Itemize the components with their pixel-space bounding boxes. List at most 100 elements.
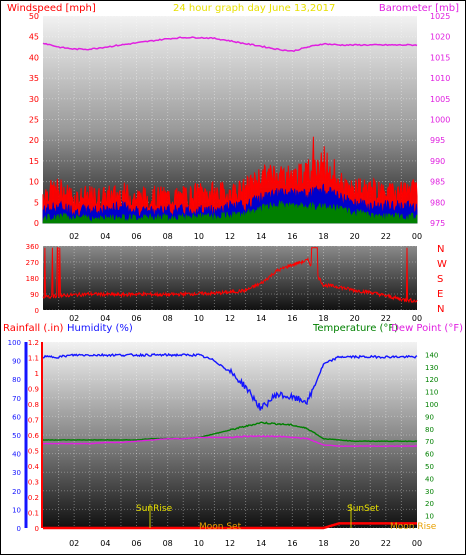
rain-tick-label: 1.2: [28, 339, 39, 347]
baro-tick-label: 1020: [430, 33, 450, 42]
x-tick-label: 16: [287, 314, 297, 323]
compass-label: E: [437, 289, 443, 300]
baro-tick-label: 1000: [430, 116, 450, 125]
x-tick-label: 16: [287, 232, 297, 241]
compass-label: N: [437, 244, 444, 255]
rain-tick-label: 0.7: [28, 417, 39, 425]
humidity-axis-label: Humidity (%): [67, 323, 133, 334]
humidity-tick-label: 40: [12, 451, 21, 459]
humidity-tick-label: 0: [17, 525, 21, 533]
baro-tick-label: 980: [430, 198, 445, 207]
x-tick-label: 00: [412, 539, 422, 548]
direction-tick-label: 90: [30, 291, 39, 299]
x-tick-label: 10: [194, 314, 204, 323]
baro-tick-label: 1005: [430, 95, 450, 104]
wind-tick-label: 15: [29, 157, 39, 166]
baro-tick-label: 1025: [430, 12, 450, 21]
x-tick-label: 00: [412, 314, 422, 323]
temp-tick-label: 10: [425, 513, 434, 521]
temp-tick-label: 110: [425, 389, 438, 397]
rain-tick-label: 0: [35, 525, 39, 533]
temp-tick-label: 100: [425, 401, 438, 409]
temp-tick-label: 140: [425, 351, 438, 359]
series-wind-direction: [42, 247, 418, 304]
baro-tick-label: 975: [430, 219, 445, 228]
compass-label: N: [437, 304, 444, 315]
rain-tick-label: 0.1: [28, 510, 39, 518]
temperature-axis-label: Temperature (°F): [312, 323, 398, 334]
series-avg-wind: [42, 199, 418, 224]
wind-tick-label: 0: [34, 219, 39, 228]
wind-axis-label: Windspeed [mph]: [7, 3, 96, 14]
direction-tick-label: 270: [26, 259, 39, 267]
dewpoint-axis-label: Dew Point (°F): [391, 323, 463, 334]
direction-plot-area: [43, 246, 417, 310]
wind-tick-label: 40: [29, 53, 39, 62]
x-tick-label: 02: [69, 232, 79, 241]
x-tick-label: 14: [256, 314, 266, 323]
direction-tick-label: 360: [26, 243, 39, 251]
x-tick-label: 18: [318, 539, 328, 548]
direction-tick-label: 0: [35, 307, 39, 315]
rain-tick-label: 0.4: [28, 463, 40, 471]
x-tick-label: 16: [287, 539, 297, 548]
series-humidity: [42, 352, 418, 411]
baro-tick-label: 1010: [430, 74, 450, 83]
wind-tick-label: 10: [29, 178, 39, 187]
x-tick-label: 04: [100, 314, 110, 323]
chart-marks: [42, 36, 418, 530]
rain-tick-label: 0.5: [28, 448, 39, 456]
x-tick-label: 22: [381, 539, 391, 548]
temp-tick-label: 130: [425, 364, 438, 372]
temp-tick-label: 70: [425, 438, 434, 446]
rainfall-axis-label: Rainfall (.in): [3, 323, 64, 334]
series-dewpoint: [42, 434, 418, 448]
x-tick-label: 12: [225, 314, 235, 323]
x-tick-label: 06: [131, 314, 141, 323]
rain-tick-label: 1.1: [28, 355, 39, 363]
series-temperature: [43, 421, 418, 443]
x-tick-label: 12: [225, 232, 235, 241]
wind-tick-label: 5: [34, 198, 39, 207]
wind-tick-label: 45: [29, 33, 39, 42]
humidity-tick-label: 100: [8, 339, 21, 347]
temp-tick-label: 80: [425, 426, 434, 434]
x-tick-label: 02: [69, 539, 79, 548]
x-tick-label: 20: [350, 314, 360, 323]
wind-tick-label: 20: [29, 136, 39, 145]
graph-title: 24 hour graph day June 13,2017: [173, 3, 335, 14]
barometer-axis-label: Barometer [mb]: [379, 3, 459, 14]
x-tick-label: 14: [256, 232, 266, 241]
axis-labels: 0510152025303540455097598098599099510001…: [8, 12, 451, 548]
baro-tick-label: 985: [430, 178, 445, 187]
baro-tick-label: 1015: [430, 53, 450, 62]
wind-tick-label: 50: [29, 12, 39, 21]
sunrise-label: SunRise: [136, 504, 173, 514]
grid-lines: [43, 15, 417, 529]
x-tick-label: 22: [381, 314, 391, 323]
x-tick-label: 12: [225, 539, 235, 548]
series-rainfall: [43, 522, 417, 530]
wind-tick-label: 35: [29, 74, 39, 83]
x-tick-label: 06: [131, 232, 141, 241]
temp-tick-label: 120: [425, 376, 438, 384]
direction-tick-label: 180: [26, 275, 39, 283]
moonset-label: Moon Set: [199, 522, 242, 532]
wind-tick-label: 30: [29, 95, 39, 104]
x-tick-label: 02: [69, 314, 79, 323]
x-tick-label: 10: [194, 232, 204, 241]
wind-tick-label: 25: [29, 116, 39, 125]
x-tick-label: 20: [350, 539, 360, 548]
compass-label: S: [437, 274, 443, 285]
baro-tick-label: 995: [430, 136, 445, 145]
baro-tick-label: 990: [430, 157, 445, 166]
rain-tick-label: 0.9: [28, 386, 39, 394]
moonrise-label: Moon Rise: [390, 522, 437, 532]
x-tick-label: 06: [131, 539, 141, 548]
x-tick-label: 10: [194, 539, 204, 548]
x-tick-label: 00: [412, 232, 422, 241]
temp-tick-label: 40: [425, 475, 434, 483]
humidity-tick-label: 10: [12, 506, 21, 514]
rain-tick-label: 0.2: [28, 494, 39, 502]
